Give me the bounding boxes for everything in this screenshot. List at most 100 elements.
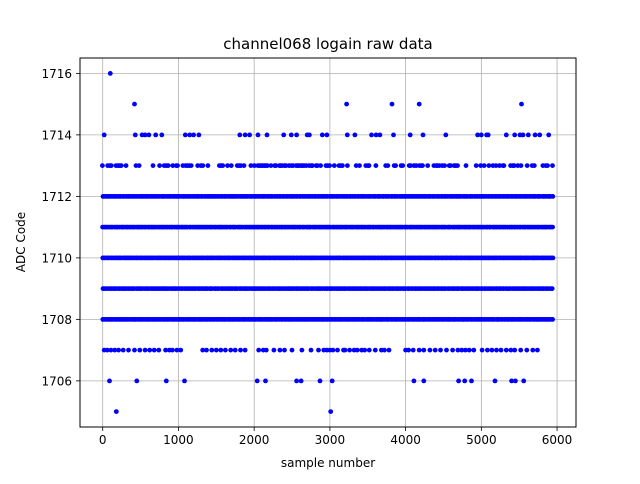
data-point <box>407 132 413 138</box>
data-point <box>294 132 299 138</box>
data-point <box>413 163 419 169</box>
data-point <box>108 163 114 169</box>
data-point <box>550 224 555 230</box>
data-point <box>550 194 556 199</box>
data-point <box>411 378 417 384</box>
data-point <box>463 347 468 353</box>
data-point <box>546 132 552 138</box>
x-axis-label: sample number <box>281 456 375 470</box>
data-point <box>521 378 527 384</box>
data-point <box>408 163 413 169</box>
x-tick-label: 4000 <box>390 433 421 447</box>
data-point <box>347 347 352 353</box>
data-point <box>146 132 152 138</box>
data-point <box>238 347 243 353</box>
data-point <box>421 347 427 353</box>
data-point <box>237 132 243 138</box>
data-point <box>485 132 491 138</box>
data-point <box>163 347 169 353</box>
data-point <box>132 347 137 353</box>
data-point <box>366 163 372 169</box>
data-point <box>503 132 509 138</box>
data-point <box>471 347 477 353</box>
data-point <box>450 347 455 353</box>
data-point <box>372 347 378 353</box>
data-point <box>531 163 537 169</box>
data-point <box>242 132 248 138</box>
data-point <box>324 132 330 138</box>
data-point <box>248 163 254 169</box>
data-point <box>288 132 294 138</box>
data-point <box>416 347 422 353</box>
data-point <box>116 347 121 353</box>
data-point <box>157 163 163 169</box>
data-point <box>501 163 507 169</box>
data-point <box>494 347 499 353</box>
data-point <box>513 378 518 384</box>
data-point <box>486 163 492 169</box>
data-point <box>330 347 336 353</box>
data-point <box>485 347 490 353</box>
data-point <box>331 163 337 169</box>
data-point <box>170 347 175 353</box>
data-point <box>247 132 253 138</box>
data-point <box>524 347 530 353</box>
data-point <box>550 317 555 322</box>
data-point <box>205 163 211 169</box>
data-point <box>136 163 142 169</box>
data-point <box>530 347 536 353</box>
data-point <box>163 378 169 384</box>
data-point <box>525 132 531 138</box>
data-point <box>220 163 226 169</box>
data-point <box>352 132 358 138</box>
data-point <box>299 347 305 353</box>
data-point <box>438 347 443 353</box>
x-tick-label: 0 <box>99 433 107 447</box>
data-point <box>492 378 498 384</box>
data-point <box>232 347 238 353</box>
data-point <box>294 378 299 384</box>
y-tick-label: 1712 <box>41 190 72 204</box>
data-point <box>328 409 334 414</box>
data-point <box>107 378 112 384</box>
data-point <box>263 347 269 353</box>
data-point <box>241 163 247 169</box>
data-point <box>120 347 126 353</box>
data-point <box>132 132 138 138</box>
data-point <box>182 132 188 138</box>
data-point <box>489 347 495 353</box>
data-points <box>100 71 556 414</box>
data-point <box>345 163 350 169</box>
data-point <box>150 163 156 169</box>
data-point <box>182 378 187 384</box>
data-point <box>100 163 105 169</box>
data-point <box>393 163 398 169</box>
data-point <box>255 132 261 138</box>
data-point <box>242 347 248 353</box>
data-point <box>520 132 526 138</box>
data-point <box>362 347 368 353</box>
data-point <box>310 163 315 169</box>
data-point <box>518 163 524 169</box>
data-point <box>195 163 201 169</box>
y-tick-label: 1716 <box>41 67 72 81</box>
data-point <box>132 101 137 107</box>
data-point <box>329 378 335 384</box>
data-point <box>298 378 304 384</box>
data-point <box>519 101 524 107</box>
data-point <box>159 132 165 138</box>
data-point <box>537 132 543 138</box>
data-point <box>281 132 287 138</box>
data-point <box>107 71 113 76</box>
data-point <box>134 378 140 384</box>
data-point <box>386 347 392 353</box>
data-point <box>463 163 469 169</box>
y-tick-label: 1710 <box>41 251 72 265</box>
data-point <box>425 163 431 169</box>
data-point <box>113 409 119 414</box>
data-point <box>416 101 422 107</box>
chart-title: channel068 logain raw data <box>223 35 432 53</box>
data-point <box>432 347 438 353</box>
